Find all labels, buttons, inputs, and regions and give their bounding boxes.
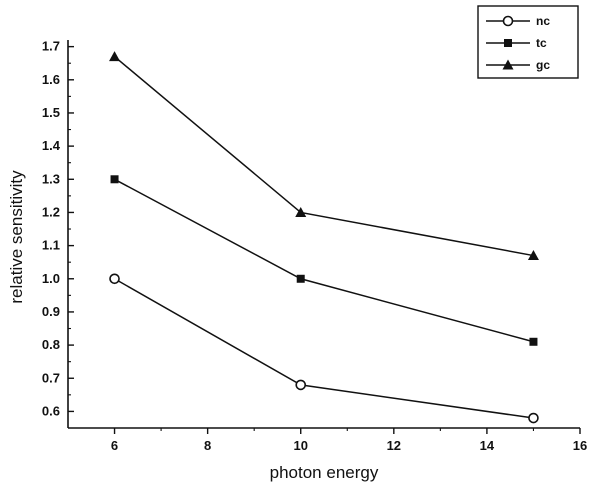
series-nc [109, 273, 539, 424]
legend-label: gc [536, 58, 550, 72]
x-tick-label: 8 [204, 438, 211, 453]
y-tick-label: 1.6 [42, 72, 60, 87]
series-line-gc [114, 56, 534, 257]
x-tick-label: 10 [293, 438, 307, 453]
y-tick-label: 1.2 [42, 204, 60, 219]
series-gc [109, 51, 539, 261]
x-tick-label: 6 [111, 438, 118, 453]
x-axis-title: photon energy [270, 463, 379, 482]
legend-item-tc: tc [486, 36, 547, 50]
x-tick-label: 16 [573, 438, 587, 453]
x-tick-label: 12 [387, 438, 401, 453]
y-tick-label: 1.7 [42, 39, 60, 54]
x-ticks: 6 8 10 12 14 16 [111, 428, 587, 453]
data-point-nc [528, 412, 539, 424]
legend-item-nc: nc [486, 14, 550, 28]
legend-marker-tc [504, 39, 512, 47]
series-layer [109, 51, 539, 424]
y-tick-label: 0.9 [42, 304, 60, 319]
data-point-gc [527, 250, 539, 261]
legend-item-gc: gc [486, 58, 550, 72]
data-point-tc [296, 274, 305, 283]
legend-marker-nc [502, 15, 514, 27]
x-tick-label: 14 [480, 438, 495, 453]
y-tick-label: 1.3 [42, 171, 60, 186]
data-point-tc [110, 175, 119, 184]
legend-marker-gc [502, 59, 514, 70]
y-tick-label: 0.8 [42, 337, 60, 352]
axes [67, 40, 580, 429]
y-tick-label: 1.1 [42, 238, 60, 253]
y-axis-title: relative sensitivity [7, 170, 26, 304]
y-tick-label: 0.6 [42, 403, 60, 418]
y-tick-label: 1.0 [42, 271, 60, 286]
series-tc [110, 175, 538, 346]
y-tick-label: 1.4 [42, 138, 61, 153]
data-point-gc [295, 206, 307, 217]
legend: nc tc gc [477, 5, 579, 79]
data-point-nc [109, 273, 120, 285]
data-point-tc [529, 337, 538, 346]
series-line-nc [114, 278, 534, 419]
legend-box [477, 5, 579, 79]
y-tick-label: 0.7 [42, 370, 60, 385]
legend-label: tc [536, 36, 547, 50]
series-line-tc [114, 178, 534, 343]
y-tick-label: 1.5 [42, 105, 60, 120]
data-point-nc [295, 379, 307, 391]
legend-label: nc [536, 14, 550, 28]
data-point-gc [109, 51, 121, 62]
y-ticks: 0.6 0.7 0.8 0.9 1.0 1.1 1.2 1.3 1.4 1.5 1.6 1.7 [42, 39, 74, 418]
